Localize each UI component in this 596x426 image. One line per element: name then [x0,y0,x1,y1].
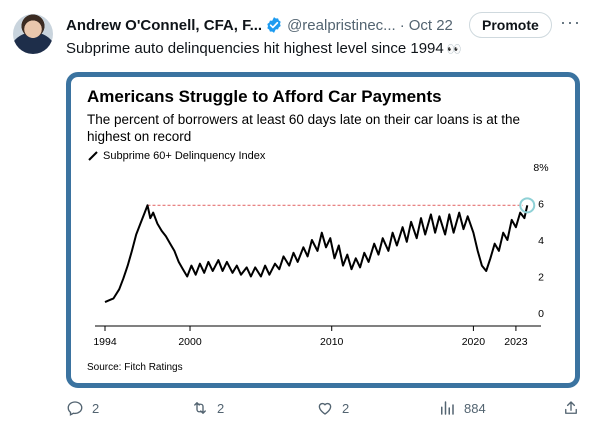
reply-count: 2 [92,400,100,416]
more-options-icon[interactable]: ··· [560,12,581,32]
chart-plot: 1994 2000 2010 2020 2023 0 2 4 6 8% [93,162,548,348]
author-name[interactable]: Andrew O'Connell, CFA, F... [66,16,263,34]
x-tick-label: 2010 [320,336,344,348]
x-tick-label: 2023 [504,336,528,348]
author-handle[interactable]: @realpristinec... [287,16,396,34]
y-tick-label: 6 [538,199,544,211]
y-tick-label: 4 [538,235,544,247]
share-button[interactable] [562,399,588,417]
like-count: 2 [342,400,350,416]
reply-button[interactable]: 2 [66,399,99,417]
y-tick-label: 2 [538,272,544,284]
tweet-date[interactable]: Oct 22 [408,16,453,34]
avatar[interactable] [13,14,53,54]
repost-icon [194,402,206,414]
tweet-header: Andrew O'Connell, CFA, F... @realpristin… [66,12,586,38]
y-tick-label: 0 [538,308,544,320]
like-icon [318,402,332,415]
tweet-body: Subprime auto delinquencies hit highest … [66,40,444,57]
repost-count: 2 [217,400,225,416]
x-tick-label: 2020 [462,336,486,348]
reply-icon [67,401,83,416]
views-count: 884 [464,400,486,416]
legend-label: Subprime 60+ Delinquency Index [103,150,266,162]
chart-title: Americans Struggle to Afford Car Payment… [87,87,442,106]
tweet-text: Subprime auto delinquencies hit highest … [66,40,462,57]
tweet-action-bar: 2 2 2 884 [66,399,586,421]
y-tick-label: 8% [533,162,548,174]
delinquency-series-line [104,204,529,304]
chart-subtitle: The percent of borrowers at least 60 day… [87,112,520,144]
x-tick-label: 1994 [93,336,117,348]
views-icon [441,401,454,415]
x-tick-label: 2000 [178,336,202,348]
share-icon [565,401,577,414]
verified-badge-icon [267,17,281,33]
legend-line-icon [88,151,98,161]
chart-source: Source: Fitch Ratings [87,362,183,373]
like-button[interactable]: 2 [316,399,349,417]
chart-image-card[interactable]: Americans Struggle to Afford Car Payment… [66,72,580,388]
chart-legend: Subprime 60+ Delinquency Index [87,150,265,162]
latest-point-highlight [519,197,536,214]
eyes-emoji: 👀 [446,42,462,56]
promote-button[interactable]: Promote [469,12,552,38]
repost-button[interactable]: 2 [191,399,224,417]
separator-dot: · [399,16,405,34]
views-button[interactable]: 884 [438,399,486,417]
